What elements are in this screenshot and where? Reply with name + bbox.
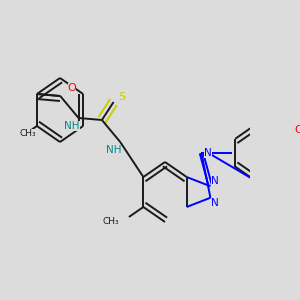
Text: N: N (204, 148, 212, 158)
Text: CH₃: CH₃ (102, 218, 119, 226)
Text: N: N (211, 198, 218, 208)
Text: N: N (211, 176, 218, 186)
Text: S: S (118, 92, 125, 102)
Text: NH: NH (106, 145, 121, 155)
Text: NH: NH (64, 121, 80, 131)
Text: CH₃: CH₃ (20, 128, 36, 137)
Text: O: O (295, 125, 300, 135)
Text: O: O (68, 83, 76, 93)
